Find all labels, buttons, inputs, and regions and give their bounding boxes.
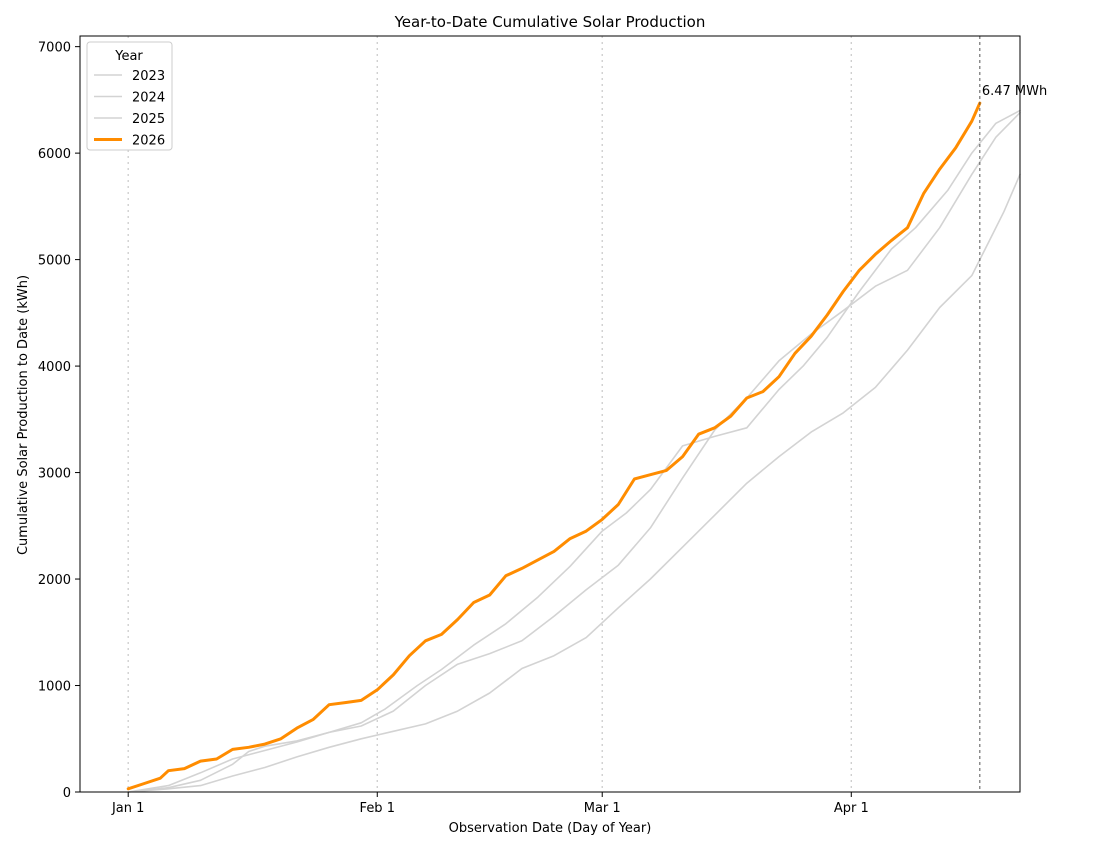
legend-items: 2023 2024 2025 2026 xyxy=(94,69,165,149)
y-tick-label: 4000 xyxy=(38,360,71,375)
series-line-2023 xyxy=(127,173,1021,793)
y-axis-label: Cumulative Solar Production to Date (kWh… xyxy=(16,275,31,555)
x-tick-label: Mar 1 xyxy=(584,801,621,816)
y-tick-label: 0 xyxy=(63,786,71,801)
x-gridlines xyxy=(127,36,852,792)
legend-title: Year xyxy=(114,49,143,64)
legend-label-2024: 2024 xyxy=(132,91,165,106)
series-line-2024 xyxy=(127,109,1021,793)
y-tick-label: 3000 xyxy=(38,467,71,482)
chart-title: Year-to-Date Cumulative Solar Production xyxy=(394,13,706,31)
y-tick-label: 6000 xyxy=(38,147,71,162)
y-tick-label: 2000 xyxy=(38,573,71,588)
current-total-annotation: 6.47 MWh xyxy=(982,84,1047,99)
y-tick-label: 1000 xyxy=(38,680,71,695)
series-line-2025 xyxy=(127,111,1021,793)
plot-area-frame xyxy=(79,35,1021,793)
y-axis-ticks: 0 1000 2000 3000 4000 5000 6000 7000 xyxy=(38,41,80,801)
legend-box xyxy=(86,41,173,151)
series-lines xyxy=(126,101,1021,793)
legend: Year 2023 2024 2025 2026 xyxy=(86,41,173,151)
legend-label-2023: 2023 xyxy=(132,69,165,84)
x-axis-ticks: Jan 1 Feb 1 Mar 1 Apr 1 xyxy=(111,792,869,816)
x-tick-label: Jan 1 xyxy=(111,801,144,816)
series-line-2026 xyxy=(126,101,982,791)
x-tick-label: Apr 1 xyxy=(834,801,869,816)
x-tick-label: Feb 1 xyxy=(360,801,395,816)
legend-label-2025: 2025 xyxy=(132,112,165,127)
x-axis-label: Observation Date (Day of Year) xyxy=(449,821,652,836)
y-tick-label: 7000 xyxy=(38,41,71,56)
y-tick-label: 5000 xyxy=(38,254,71,269)
legend-label-2026: 2026 xyxy=(132,134,165,149)
